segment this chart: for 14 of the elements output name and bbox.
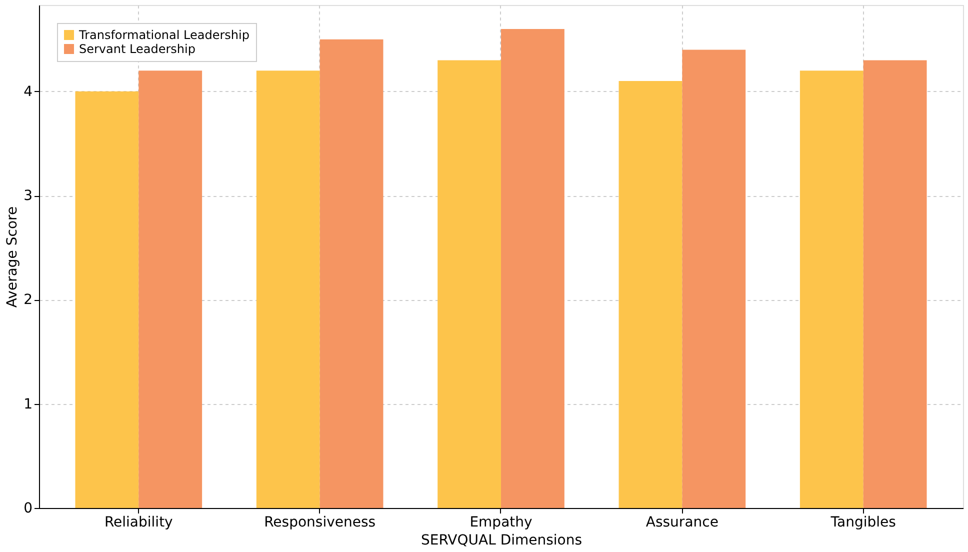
x-tick-label: Responsiveness bbox=[264, 514, 376, 530]
y-tick-label: 3 bbox=[24, 188, 32, 204]
legend-label: Servant Leadership bbox=[79, 42, 196, 56]
y-tick-label: 4 bbox=[24, 84, 33, 100]
legend-label: Transformational Leadership bbox=[78, 28, 250, 42]
x-tick-label: Assurance bbox=[646, 514, 718, 530]
y-axis-title: Average Score bbox=[4, 206, 21, 308]
y-tick-label: 2 bbox=[24, 292, 32, 308]
x-tick-label: Reliability bbox=[104, 514, 173, 530]
x-tick-label: Empathy bbox=[470, 514, 532, 530]
x-tick-label: Tangibles bbox=[830, 514, 896, 530]
y-tick-label: 0 bbox=[24, 500, 32, 516]
x-axis-title: SERVQUAL Dimensions bbox=[420, 532, 582, 548]
y-tick-label: 1 bbox=[24, 396, 32, 412]
